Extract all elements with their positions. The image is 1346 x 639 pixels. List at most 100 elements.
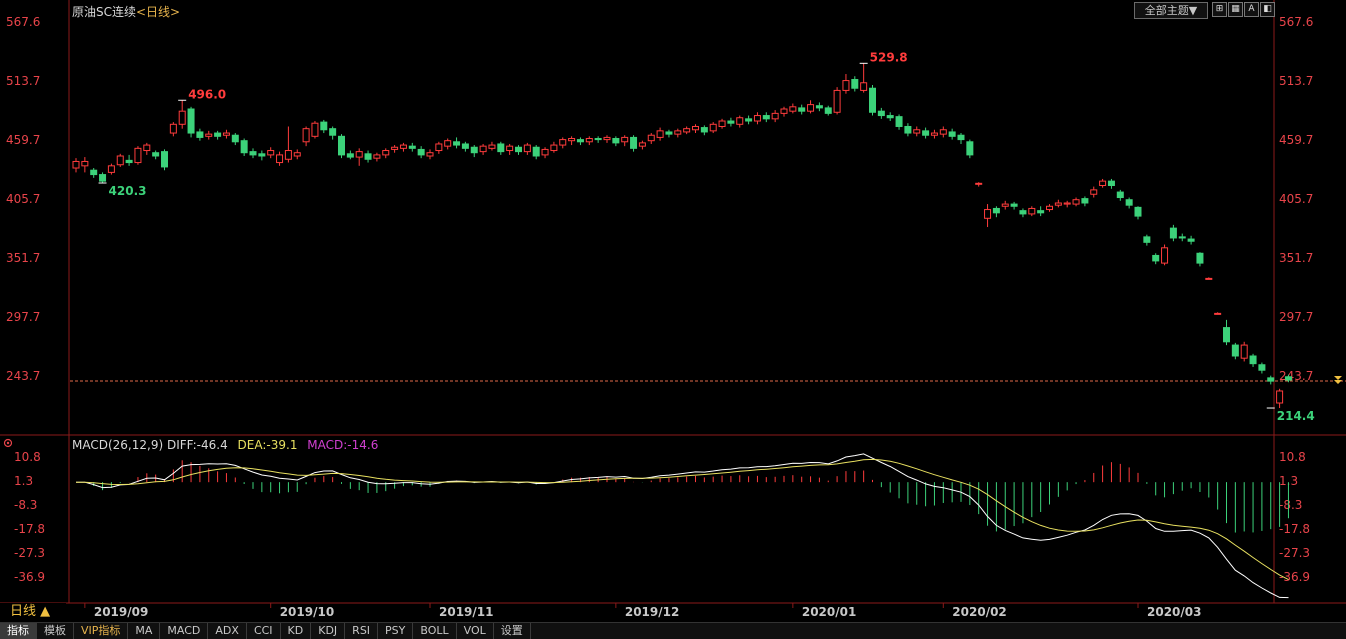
candle-body (860, 82, 868, 91)
candle-body (99, 174, 107, 182)
tab-vol[interactable]: VOL (457, 623, 494, 639)
candle-body (594, 138, 602, 141)
candle (1099, 178, 1107, 188)
candle (656, 127, 664, 141)
tab-kdj[interactable]: KDJ (311, 623, 346, 639)
candle (276, 151, 284, 166)
layout-table-icon[interactable]: ▦ (1228, 2, 1243, 17)
indicator-settings-icon[interactable] (3, 438, 13, 448)
candle-body (453, 141, 461, 146)
candle (1258, 362, 1266, 374)
candle (346, 150, 354, 160)
candle (1205, 277, 1213, 280)
candle (824, 105, 832, 116)
candle (736, 115, 744, 128)
candle-body (479, 145, 487, 153)
candle (807, 100, 815, 114)
candle-body (143, 144, 151, 152)
frame (0, 0, 1346, 604)
dea-line (76, 458, 1289, 581)
candle-body (762, 115, 770, 120)
tab-adx[interactable]: ADX (208, 623, 247, 639)
candle-body (214, 132, 222, 137)
price-tick-right: 459.7 (1279, 133, 1313, 147)
candle-body (753, 115, 761, 122)
tab-boll[interactable]: BOLL (413, 623, 457, 639)
candle (1037, 206, 1045, 217)
panel-toggle-icon[interactable]: ◧ (1260, 2, 1275, 17)
candle-body (116, 155, 124, 166)
annotation-label: 529.8 (870, 50, 908, 64)
tab-indicators[interactable]: 指标 (0, 623, 37, 639)
candle-body (541, 148, 549, 156)
candle-body (1143, 236, 1151, 243)
macd-params: MACD(26,12,9) (72, 438, 164, 452)
candle (258, 150, 266, 161)
price-tick-left: 243.7 (6, 369, 40, 383)
candle (1134, 206, 1142, 220)
candle-body (1054, 202, 1062, 206)
tab-ma[interactable]: MA (128, 623, 161, 639)
candle-body (815, 105, 823, 109)
candle (205, 130, 213, 140)
candle (249, 148, 257, 159)
candle (506, 143, 514, 155)
candle-body (692, 125, 699, 131)
candle (178, 100, 186, 129)
tab-cci[interactable]: CCI (247, 623, 281, 639)
candle-body (789, 106, 797, 112)
macd-tick-left: -36.9 (14, 570, 45, 584)
candle-body (984, 209, 992, 219)
candle (532, 145, 540, 160)
kline-chart[interactable]: 567.6 567.6 513.7 513.7 459.7 459.7 405.7 405.7… (0, 0, 1346, 622)
tab-macd[interactable]: MACD (160, 623, 209, 639)
period-selector[interactable]: 日线 ▲ (0, 603, 66, 621)
tab-kd[interactable]: KD (281, 623, 312, 639)
candle-body (1010, 203, 1018, 207)
candle (1090, 186, 1098, 198)
layout-grid-icon[interactable]: ⊞ (1212, 2, 1227, 17)
candle (585, 136, 593, 146)
candle-body (293, 152, 301, 157)
candle-body (470, 146, 478, 154)
candle-body (612, 138, 620, 144)
candle-body (621, 136, 629, 143)
macd-tick-right: -8.3 (1279, 498, 1302, 512)
candle-body (125, 159, 133, 164)
price-tick-left: 567.6 (6, 15, 40, 29)
tab-rsi[interactable]: RSI (345, 623, 379, 639)
candle-body (736, 117, 744, 125)
candle-body (674, 130, 682, 135)
candle (222, 129, 230, 139)
candle (107, 163, 115, 175)
candle-body (638, 142, 646, 147)
candle (550, 141, 558, 153)
tab-settings[interactable]: 设置 (494, 623, 531, 639)
candle-body (515, 146, 522, 153)
candle-body (948, 131, 956, 137)
candle (860, 63, 868, 93)
chart-title: 原油SC连续<日线> (72, 3, 180, 20)
candle (780, 106, 788, 117)
candle (143, 142, 151, 155)
tab-templates[interactable]: 模板 (37, 623, 74, 639)
tab-vip-indicators[interactable]: VIP指标 (74, 623, 129, 639)
candle (1284, 374, 1292, 383)
theme-dropdown[interactable]: 全部主题▼ (1134, 2, 1208, 19)
candle-body (497, 143, 505, 153)
candle-body (196, 131, 204, 138)
candle (116, 153, 124, 167)
candle (399, 142, 407, 152)
candle (700, 125, 708, 136)
candle-body (1258, 364, 1266, 371)
candle-body (824, 107, 832, 114)
candle-body (1081, 198, 1089, 204)
candle (81, 157, 89, 173)
price-tick-left: 405.7 (6, 192, 40, 206)
candle (240, 138, 248, 156)
price-tick-right: 513.7 (1279, 74, 1313, 88)
candle-body (745, 118, 753, 122)
candle-body (842, 80, 850, 91)
tab-psy[interactable]: PSY (378, 623, 414, 639)
font-size-icon[interactable]: A (1244, 2, 1259, 17)
